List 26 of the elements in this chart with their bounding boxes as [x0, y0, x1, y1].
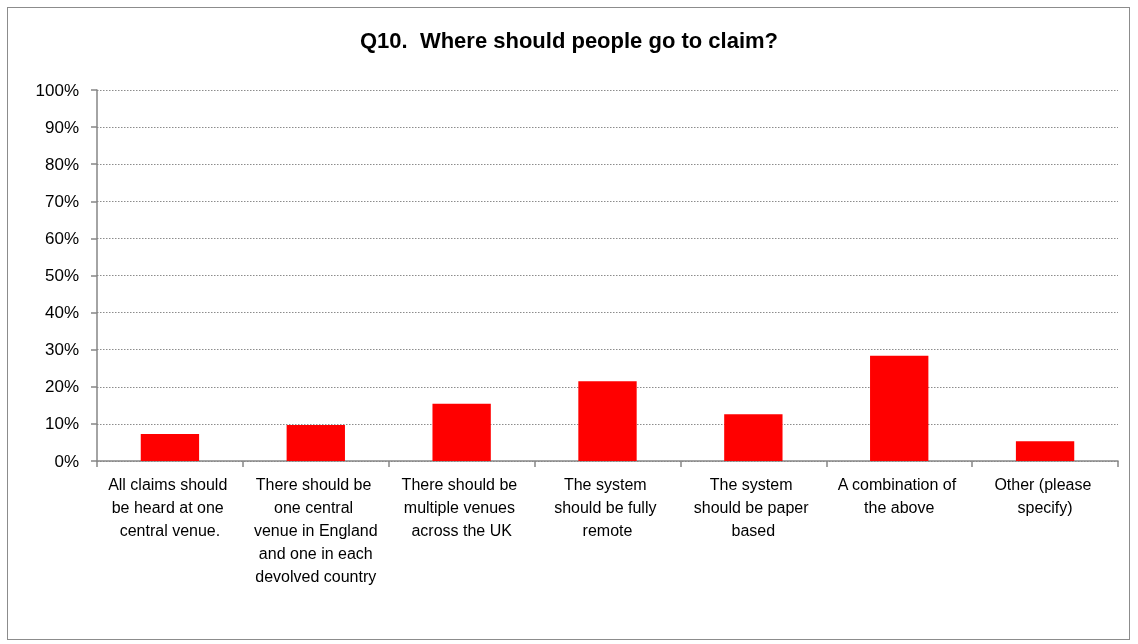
y-tick-label: 10%: [44, 414, 79, 434]
x-tick-label: There should be multiple venues across the UK: [401, 476, 522, 539]
y-tick-label: 20%: [44, 377, 79, 397]
bar: [286, 425, 345, 461]
y-tick-label: 90%: [44, 117, 79, 137]
bar: [870, 355, 929, 461]
x-tick-label: A combination of the above: [837, 476, 961, 516]
y-tick-label: 70%: [44, 191, 79, 211]
bar: [1015, 441, 1075, 461]
y-tick-label: 50%: [44, 266, 79, 285]
y-tick-label: 30%: [44, 340, 79, 360]
x-tick-label: The system should be fully remote: [554, 476, 661, 539]
bar: [140, 433, 200, 461]
x-tick-label: All claims should be heard at one central venue.: [108, 476, 232, 539]
x-tick-label: There should be one central venue in England and one in each devolved country: [253, 476, 378, 585]
x-tick-label: Other (please specify): [994, 476, 1096, 516]
x-tick-label: The system should be paper based: [693, 476, 813, 539]
y-tick-label: 80%: [44, 154, 79, 174]
y-tick-label: 60%: [44, 228, 79, 248]
y-tick-label: 100%: [35, 80, 79, 100]
bar: [432, 403, 491, 461]
y-tick-label: 0%: [54, 451, 79, 471]
y-tick-label: 40%: [44, 303, 79, 323]
bar: [578, 381, 637, 461]
bar: [724, 414, 783, 461]
chart-title: Q10. Where should people go to claim?: [359, 27, 779, 53]
